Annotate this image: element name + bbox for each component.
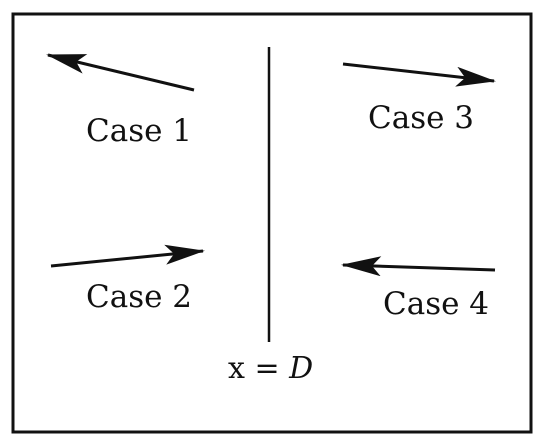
case-4-arrow bbox=[341, 256, 496, 277]
case-3-arrow bbox=[342, 62, 496, 87]
case-3-label: Case 3 bbox=[368, 100, 474, 136]
divider-label: x = D bbox=[228, 351, 313, 386]
divider-label-variable: D bbox=[288, 351, 313, 386]
case-1-label: Case 1 bbox=[86, 113, 192, 149]
case-4-label: Case 4 bbox=[383, 286, 489, 322]
case-2-arrow bbox=[50, 244, 205, 268]
divider-label-prefix: x = bbox=[228, 351, 289, 386]
case-1-arrow bbox=[46, 53, 195, 92]
diagram-frame bbox=[11, 12, 533, 434]
case-2-label: Case 2 bbox=[86, 279, 192, 315]
